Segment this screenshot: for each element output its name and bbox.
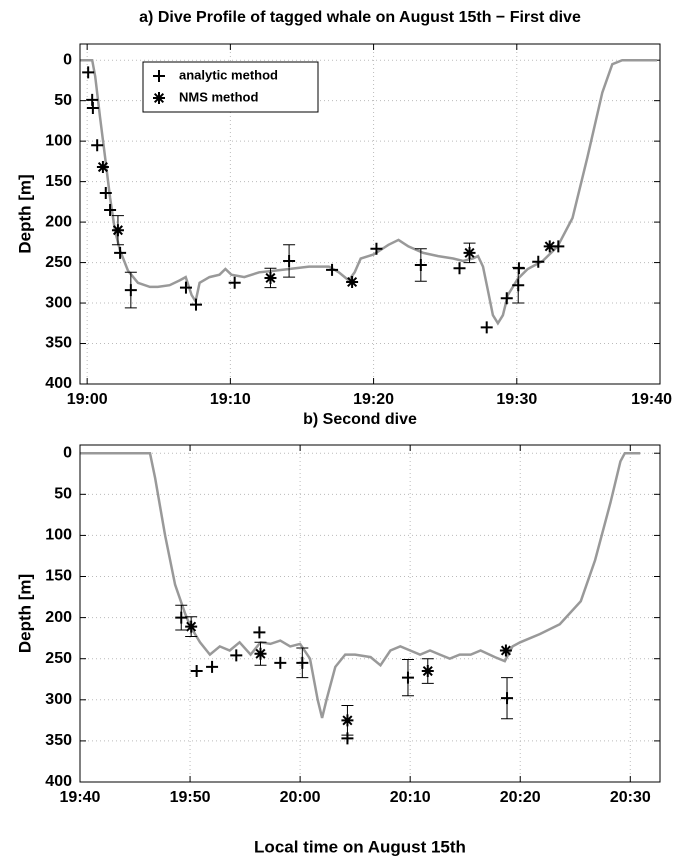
- legend-label: analytic method: [179, 67, 278, 82]
- depth-profile: [80, 451, 641, 719]
- y-tick-label: 250: [45, 650, 72, 667]
- plot-area: [80, 445, 660, 782]
- y-axis-label: Depth [m]: [15, 174, 34, 253]
- y-tick-label: 300: [45, 691, 72, 708]
- marker: [370, 242, 383, 255]
- marker: [543, 240, 556, 253]
- marker: [414, 259, 427, 271]
- x-axis-label: Local time on August 15th: [254, 837, 466, 856]
- marker: [124, 284, 137, 297]
- marker: [96, 161, 109, 174]
- y-tick-label: 50: [54, 486, 72, 503]
- y-tick-label: 200: [45, 609, 72, 626]
- marker: [86, 101, 99, 114]
- marker: [296, 656, 309, 669]
- marker: [501, 692, 514, 705]
- y-tick-label: 50: [54, 92, 72, 109]
- y-tick-label: 0: [63, 444, 72, 461]
- y-tick-label: 350: [45, 335, 72, 352]
- marker: [179, 281, 192, 294]
- marker: [512, 262, 525, 275]
- x-tick-label: 19:10: [210, 391, 251, 408]
- chart-title: b) Second dive: [303, 411, 417, 428]
- y-tick-label: 250: [45, 254, 72, 271]
- marker: [111, 224, 124, 237]
- y-tick-label: 100: [45, 527, 72, 544]
- marker: [190, 298, 202, 311]
- x-tick-label: 19:50: [170, 789, 211, 806]
- marker: [114, 246, 127, 259]
- y-tick-label: 150: [45, 568, 72, 585]
- marker: [283, 254, 296, 267]
- x-tick-label: 19:30: [496, 391, 537, 408]
- marker: [264, 271, 277, 284]
- marker: [190, 665, 203, 678]
- marker: [175, 611, 188, 624]
- x-tick-label: 19:40: [60, 789, 101, 806]
- marker: [91, 139, 104, 152]
- marker: [185, 620, 198, 633]
- y-tick-label: 200: [45, 213, 72, 230]
- marker: [206, 660, 219, 673]
- marker: [228, 276, 241, 289]
- y-tick-label: 0: [63, 51, 72, 68]
- y-tick-label: 150: [45, 173, 72, 190]
- legend-marker: [153, 92, 165, 104]
- x-tick-label: 19:20: [353, 391, 394, 408]
- y-tick-label: 400: [45, 773, 72, 790]
- marker: [346, 276, 359, 288]
- x-tick-label: 20:10: [390, 789, 431, 806]
- marker: [254, 647, 267, 660]
- axes-frame: [79, 444, 661, 783]
- depth-profile: [80, 58, 657, 326]
- y-tick-label: 400: [45, 375, 72, 392]
- marker: [253, 626, 266, 639]
- x-tick-label: 20:30: [610, 789, 651, 806]
- marker: [326, 263, 339, 276]
- x-tick-label: 19:00: [67, 391, 108, 408]
- y-tick-label: 300: [45, 294, 72, 311]
- marker: [401, 671, 414, 684]
- axes-frame: [79, 43, 661, 385]
- marker: [104, 203, 117, 216]
- marker: [480, 321, 493, 334]
- marker: [421, 665, 434, 678]
- marker: [532, 255, 545, 268]
- marker: [99, 186, 112, 199]
- legend-box: [142, 61, 319, 113]
- marker: [512, 279, 525, 292]
- marker: [500, 292, 513, 305]
- marker: [274, 656, 287, 669]
- x-tick-label: 19:40: [631, 391, 672, 408]
- marker: [341, 714, 354, 727]
- chart-title: a) Dive Profile of tagged whale on Augus…: [139, 9, 581, 26]
- marker: [82, 66, 95, 79]
- y-tick-label: 100: [45, 132, 72, 149]
- legend-label: NMS method: [179, 89, 259, 104]
- marker: [499, 644, 512, 657]
- x-tick-label: 20:00: [280, 789, 321, 806]
- y-tick-label: 350: [45, 732, 72, 749]
- marker: [453, 262, 466, 275]
- marker: [230, 649, 243, 662]
- x-tick-label: 20:20: [500, 789, 541, 806]
- marker: [463, 246, 476, 259]
- legend-marker: [153, 70, 165, 82]
- y-axis-label: Depth [m]: [15, 574, 34, 653]
